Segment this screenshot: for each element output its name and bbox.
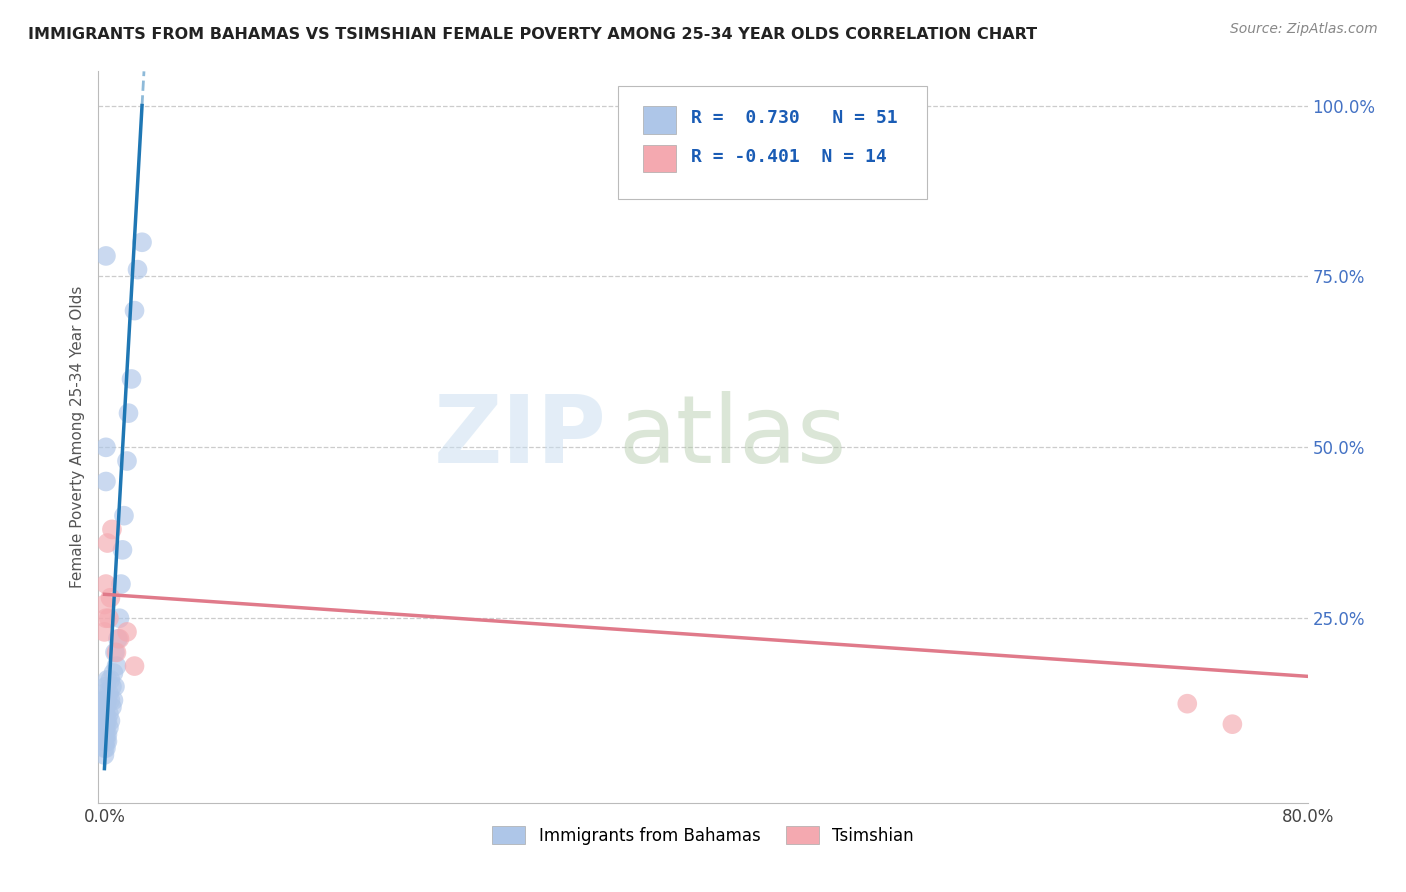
Point	[101, 700, 124, 714]
Point	[94, 706, 117, 721]
Point	[94, 440, 117, 454]
Point	[108, 632, 131, 646]
Point	[94, 693, 117, 707]
Point	[94, 611, 117, 625]
Point	[94, 721, 117, 735]
Point	[103, 665, 125, 680]
Point	[105, 645, 128, 659]
Point	[93, 700, 115, 714]
Point	[93, 706, 115, 721]
Point	[93, 598, 115, 612]
Point	[112, 508, 135, 523]
Point	[101, 680, 124, 694]
Point	[108, 611, 131, 625]
Point	[97, 611, 120, 625]
Point	[93, 747, 115, 762]
Point	[93, 727, 115, 741]
Point	[115, 624, 138, 639]
Text: R = -0.401  N = 14: R = -0.401 N = 14	[690, 148, 887, 166]
Point	[104, 680, 127, 694]
Point	[100, 693, 122, 707]
Point	[115, 454, 138, 468]
Point	[93, 693, 115, 707]
Point	[94, 727, 117, 741]
FancyBboxPatch shape	[619, 86, 927, 200]
Point	[103, 693, 125, 707]
Point	[93, 721, 115, 735]
Point	[100, 591, 122, 605]
Point	[94, 577, 117, 591]
Text: R =  0.730   N = 51: R = 0.730 N = 51	[690, 109, 897, 128]
Point	[93, 741, 115, 756]
Point	[121, 372, 143, 386]
Point	[94, 475, 117, 489]
Text: Source: ZipAtlas.com: Source: ZipAtlas.com	[1230, 22, 1378, 37]
Point	[105, 659, 128, 673]
Point	[94, 734, 117, 748]
Legend: Immigrants from Bahamas, Tsimshian: Immigrants from Bahamas, Tsimshian	[484, 818, 922, 853]
Point	[100, 714, 122, 728]
Y-axis label: Female Poverty Among 25-34 Year Olds: Female Poverty Among 25-34 Year Olds	[69, 286, 84, 588]
Point	[94, 714, 117, 728]
Point	[96, 693, 118, 707]
Point	[110, 577, 132, 591]
Point	[127, 262, 149, 277]
Point	[96, 727, 118, 741]
Point	[94, 741, 117, 756]
Point	[104, 645, 127, 659]
Point	[101, 522, 124, 536]
Point	[1175, 697, 1198, 711]
Point	[93, 686, 115, 700]
Point	[94, 249, 117, 263]
Point	[97, 686, 120, 700]
Point	[93, 714, 115, 728]
Point	[1222, 717, 1244, 731]
Point	[100, 673, 122, 687]
Text: ZIP: ZIP	[433, 391, 606, 483]
Point	[131, 235, 153, 250]
Point	[111, 542, 134, 557]
Point	[124, 659, 146, 673]
Point	[94, 700, 117, 714]
Point	[124, 303, 146, 318]
Point	[96, 734, 118, 748]
Text: IMMIGRANTS FROM BAHAMAS VS TSIMSHIAN FEMALE POVERTY AMONG 25-34 YEAR OLDS CORREL: IMMIGRANTS FROM BAHAMAS VS TSIMSHIAN FEM…	[28, 27, 1038, 42]
Text: atlas: atlas	[619, 391, 846, 483]
Point	[93, 624, 115, 639]
Point	[94, 680, 117, 694]
Point	[96, 673, 118, 687]
Point	[117, 406, 139, 420]
Point	[97, 706, 120, 721]
Point	[96, 714, 118, 728]
Bar	[643, 106, 676, 134]
Point	[93, 734, 115, 748]
Point	[97, 721, 120, 735]
Point	[107, 632, 129, 646]
Bar	[643, 145, 676, 172]
Point	[96, 536, 118, 550]
